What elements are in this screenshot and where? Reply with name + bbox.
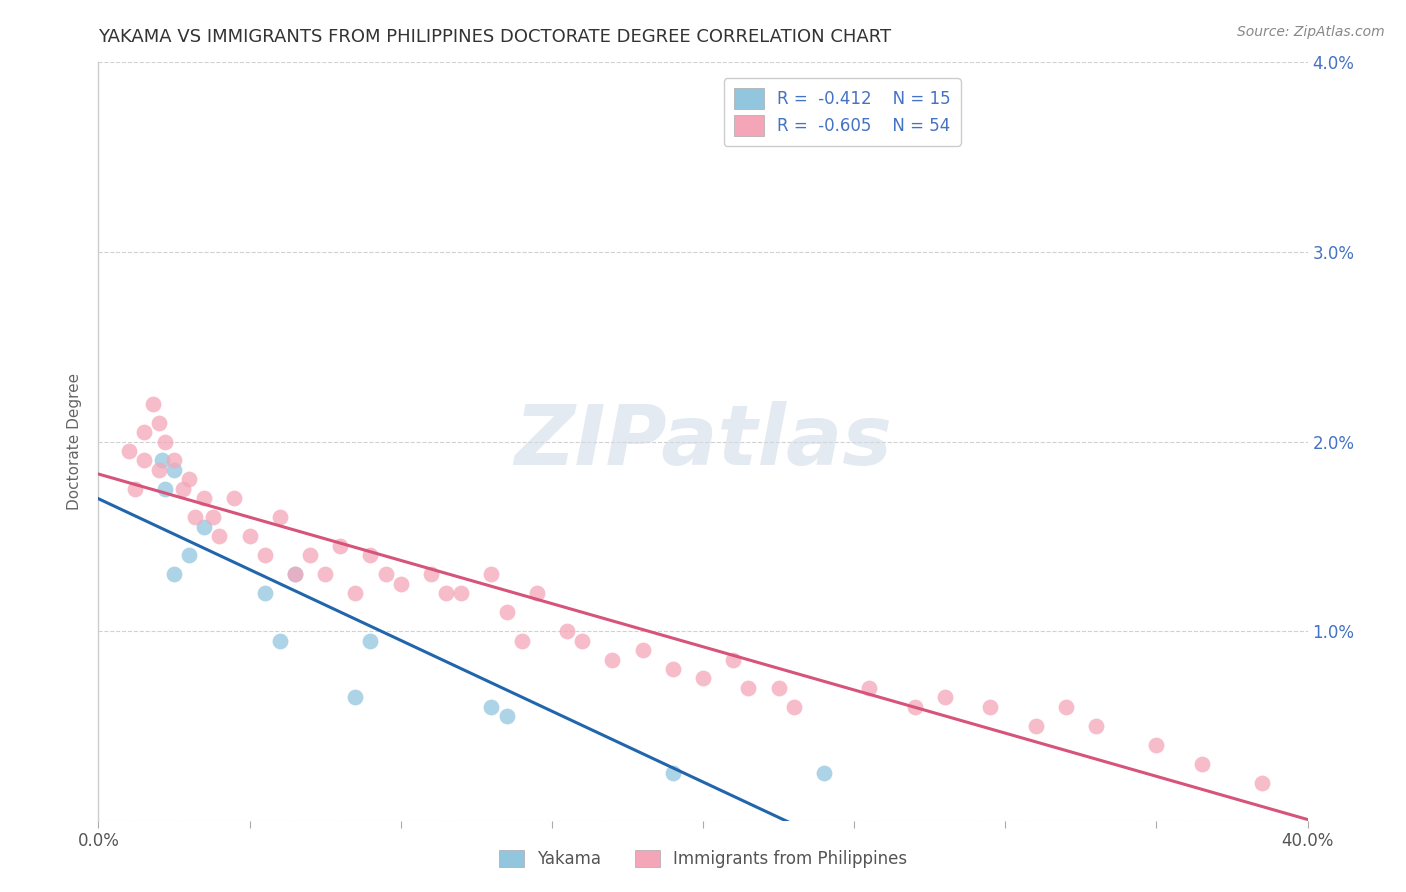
Point xyxy=(450,586,472,600)
Point xyxy=(360,548,382,563)
Point xyxy=(153,434,176,449)
Point xyxy=(253,586,276,600)
Point xyxy=(661,766,683,780)
Point xyxy=(1085,719,1108,733)
Point xyxy=(481,699,503,714)
Point xyxy=(768,681,790,695)
Point xyxy=(813,766,835,780)
Point xyxy=(163,463,186,477)
Point xyxy=(284,567,307,582)
Point xyxy=(495,605,517,619)
Point xyxy=(571,633,593,648)
Point xyxy=(202,510,225,524)
Point xyxy=(979,699,1001,714)
Point xyxy=(239,529,262,543)
Text: YAKAMA VS IMMIGRANTS FROM PHILIPPINES DOCTORATE DEGREE CORRELATION CHART: YAKAMA VS IMMIGRANTS FROM PHILIPPINES DO… xyxy=(98,28,891,45)
Point xyxy=(193,491,215,506)
Point xyxy=(284,567,307,582)
Point xyxy=(510,633,533,648)
Point xyxy=(481,567,503,582)
Point xyxy=(1251,776,1274,790)
Point xyxy=(193,520,215,534)
Point xyxy=(495,709,517,723)
Point xyxy=(163,567,186,582)
Point xyxy=(631,643,654,657)
Point xyxy=(344,586,367,600)
Point xyxy=(1054,699,1077,714)
Point xyxy=(314,567,336,582)
Point xyxy=(526,586,548,600)
Point xyxy=(904,699,927,714)
Point xyxy=(934,690,956,705)
Point xyxy=(661,662,683,676)
Point xyxy=(299,548,322,563)
Point xyxy=(179,548,201,563)
Point xyxy=(253,548,276,563)
Point xyxy=(737,681,759,695)
Point xyxy=(1191,756,1213,771)
Text: ZIPatlas: ZIPatlas xyxy=(515,401,891,482)
Legend: Yakama, Immigrants from Philippines: Yakama, Immigrants from Philippines xyxy=(492,843,914,875)
Point xyxy=(692,672,714,686)
Point xyxy=(602,652,624,666)
Point xyxy=(142,396,165,410)
Point xyxy=(224,491,246,506)
Point xyxy=(344,690,367,705)
Point xyxy=(269,510,291,524)
Point xyxy=(153,482,176,496)
Point xyxy=(179,473,201,487)
Point xyxy=(858,681,880,695)
Point xyxy=(783,699,806,714)
Point xyxy=(555,624,578,639)
Point xyxy=(132,453,155,467)
Point xyxy=(184,510,207,524)
Point xyxy=(1024,719,1046,733)
Text: Source: ZipAtlas.com: Source: ZipAtlas.com xyxy=(1237,25,1385,39)
Point xyxy=(208,529,231,543)
Point xyxy=(148,463,170,477)
Point xyxy=(389,576,412,591)
Point xyxy=(1144,738,1167,752)
Point xyxy=(360,633,382,648)
Point xyxy=(269,633,291,648)
Point xyxy=(434,586,457,600)
Point xyxy=(172,482,194,496)
Point xyxy=(723,652,745,666)
Point xyxy=(132,425,155,439)
Legend: R =  -0.412    N = 15, R =  -0.605    N = 54: R = -0.412 N = 15, R = -0.605 N = 54 xyxy=(724,78,960,145)
Point xyxy=(329,539,352,553)
Point xyxy=(420,567,443,582)
Point xyxy=(118,444,141,458)
Point xyxy=(150,453,173,467)
Point xyxy=(163,453,186,467)
Point xyxy=(124,482,146,496)
Point xyxy=(148,416,170,430)
Point xyxy=(374,567,396,582)
Y-axis label: Doctorate Degree: Doctorate Degree xyxy=(67,373,83,510)
